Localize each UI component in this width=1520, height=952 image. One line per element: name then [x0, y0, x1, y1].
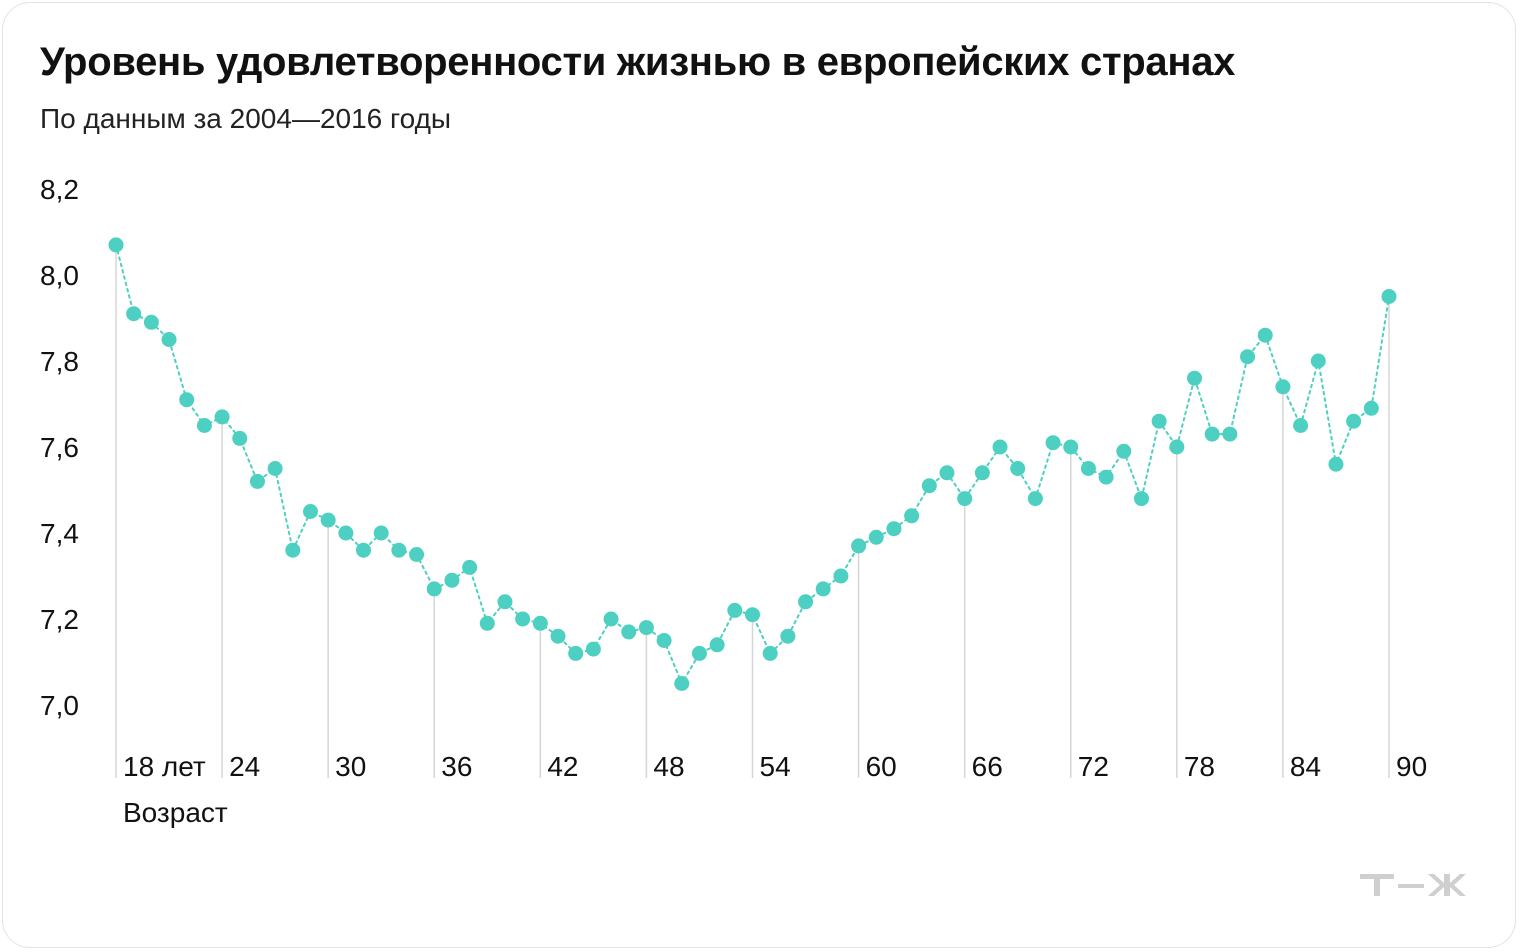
x-tick-label: 72 — [1078, 751, 1109, 782]
y-tick-label: 8,0 — [40, 260, 79, 291]
data-point — [126, 306, 142, 322]
data-point — [1310, 353, 1326, 369]
chart-subtitle: По данным за 2004—2016 годы — [40, 103, 452, 134]
data-point — [939, 465, 955, 481]
data-point — [904, 508, 920, 524]
data-point — [1328, 456, 1344, 472]
data-point — [338, 525, 354, 541]
data-point — [391, 542, 407, 558]
data-point — [1027, 491, 1043, 507]
data-point — [603, 611, 619, 627]
data-point — [285, 542, 301, 558]
data-point — [1063, 439, 1079, 455]
data-point — [868, 529, 884, 545]
data-point — [585, 641, 601, 657]
data-point — [1169, 439, 1185, 455]
data-point — [1080, 461, 1096, 476]
x-tick-label: 24 — [229, 751, 260, 782]
data-point — [568, 645, 584, 661]
chart-title: Уровень удовлетворенности жизнью в европ… — [40, 40, 1236, 84]
data-point — [373, 525, 389, 541]
x-tick-label: 36 — [441, 751, 472, 782]
data-point — [1257, 327, 1273, 343]
data-point — [356, 542, 372, 558]
data-point — [143, 314, 159, 330]
data-point — [656, 633, 672, 648]
data-point — [302, 504, 318, 519]
data-point — [745, 607, 760, 623]
data-point — [815, 581, 831, 597]
data-point — [921, 478, 937, 494]
data-point — [409, 547, 425, 562]
data-point — [1204, 426, 1220, 442]
data-point — [1381, 289, 1397, 304]
data-point — [886, 521, 902, 537]
x-tick-label: 48 — [653, 751, 684, 782]
data-point — [957, 491, 973, 507]
data-point — [462, 559, 478, 575]
data-point — [232, 430, 248, 446]
y-tick-label: 7,8 — [40, 346, 79, 377]
data-point — [1240, 349, 1256, 365]
data-point — [780, 628, 796, 644]
data-point — [1187, 370, 1203, 386]
data-point — [1151, 413, 1167, 429]
x-tick-label: 54 — [760, 751, 791, 782]
data-point — [1346, 413, 1362, 429]
y-tick-label: 8,2 — [40, 174, 79, 205]
x-tick-label: 18 лет — [123, 751, 206, 782]
data-point — [1045, 435, 1061, 451]
x-tick-label: 60 — [866, 751, 897, 782]
x-tick-label: 84 — [1290, 751, 1321, 782]
data-point — [497, 594, 513, 610]
data-point — [974, 465, 990, 481]
data-point — [426, 581, 442, 597]
x-tick-label: 78 — [1184, 751, 1215, 782]
x-tick-label: 66 — [972, 751, 1003, 782]
data-point — [691, 645, 707, 661]
data-point — [709, 637, 725, 653]
data-point — [1098, 469, 1114, 485]
data-point — [833, 568, 849, 584]
x-tick-label: 30 — [335, 751, 366, 782]
tzh-logo-icon — [1360, 874, 1466, 896]
y-tick-label: 7,2 — [40, 604, 79, 635]
data-point — [249, 473, 265, 489]
data-point — [267, 461, 283, 476]
y-tick-label: 7,4 — [40, 518, 79, 549]
data-point — [1133, 491, 1149, 507]
data-point — [532, 615, 548, 631]
x-tick-label: 90 — [1396, 751, 1427, 782]
data-point — [444, 572, 460, 588]
data-point — [108, 237, 124, 253]
data-point — [851, 538, 867, 554]
y-tick-label: 7,6 — [40, 432, 79, 463]
data-point — [479, 615, 495, 631]
x-tick-label: 42 — [547, 751, 578, 782]
data-point — [638, 620, 654, 636]
data-point — [320, 512, 336, 528]
data-point — [196, 418, 212, 433]
data-point — [992, 439, 1008, 455]
data-point — [621, 624, 637, 640]
data-point — [515, 611, 531, 627]
data-point — [762, 645, 778, 661]
data-point — [674, 676, 690, 691]
data-point — [550, 628, 566, 644]
data-point — [798, 594, 814, 610]
data-point — [1116, 443, 1132, 459]
data-point — [1293, 418, 1309, 433]
data-point — [214, 409, 230, 425]
data-point — [1222, 426, 1238, 442]
data-point — [161, 332, 177, 347]
data-point — [1363, 400, 1379, 416]
data-point — [1275, 379, 1291, 395]
data-point — [727, 602, 743, 618]
x-axis-label: Возраст — [123, 797, 228, 828]
data-point — [1010, 461, 1026, 476]
data-point — [179, 392, 195, 408]
y-tick-label: 7,0 — [40, 690, 79, 721]
